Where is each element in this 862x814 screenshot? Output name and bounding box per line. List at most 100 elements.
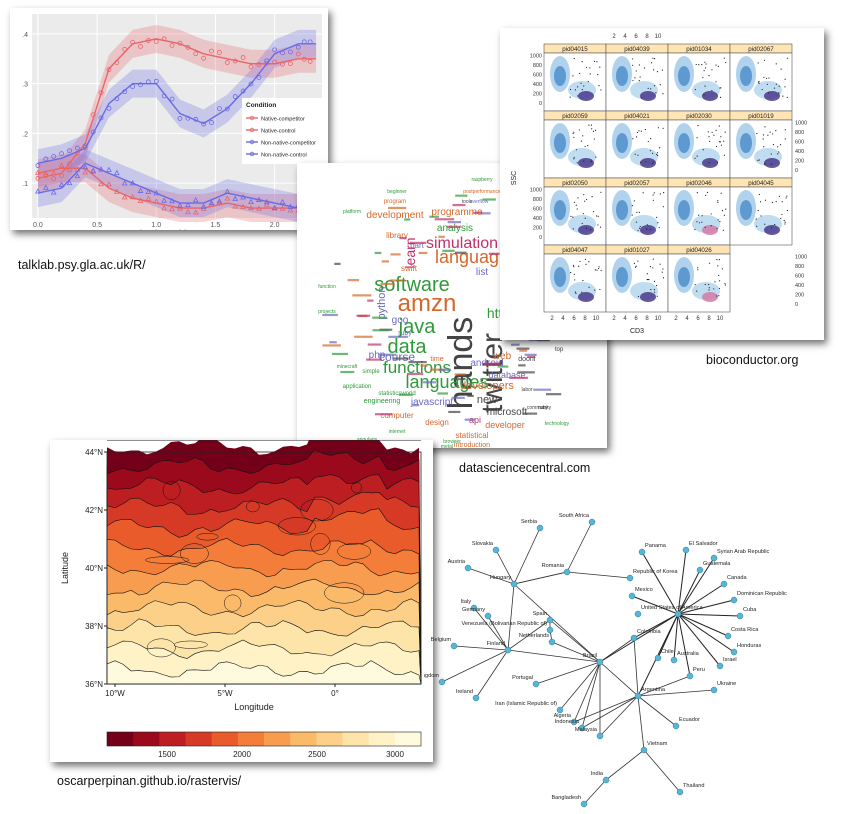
word: introduction <box>454 442 490 448</box>
scatter-point <box>696 221 698 223</box>
series-point <box>113 188 120 194</box>
scatter-point <box>714 281 716 283</box>
series-point <box>200 203 207 209</box>
network-node-label: India <box>591 771 604 777</box>
network-node-label: Chile <box>661 649 674 655</box>
legend-entry: Non-native-control <box>261 153 307 159</box>
network-node-label: Netherlands <box>519 633 549 639</box>
filler-word-mark <box>483 362 502 365</box>
network-node-label: Iran (Islamic Republic of) <box>495 701 557 707</box>
density-blob <box>740 66 752 86</box>
y-tick-label: 600 <box>533 207 542 213</box>
scatter-point <box>780 217 782 220</box>
scatter-point <box>711 89 713 92</box>
scatter-point <box>708 136 710 138</box>
scatter-point <box>764 199 767 201</box>
filler-word-mark <box>454 373 466 376</box>
y-tick-label: 36°N <box>85 680 103 689</box>
legend: Condition Native-competitor Native-control… <box>242 98 328 164</box>
caption-bioconductor[interactable]: bioconductor.org <box>706 353 799 367</box>
scatter-point <box>631 64 634 66</box>
network-node <box>696 566 704 574</box>
scatter-point <box>592 211 595 213</box>
lattice-panel: pid04021 <box>605 110 669 179</box>
scatter-point <box>589 73 591 75</box>
filler-word-mark <box>467 394 474 397</box>
density-blob <box>702 91 718 101</box>
network-node-label: Mexico <box>635 587 653 593</box>
colorbar-swatch <box>133 732 160 746</box>
scatter-point <box>573 57 575 60</box>
network-node <box>686 672 694 680</box>
scatter-point <box>572 216 574 218</box>
scatter-point <box>715 145 718 148</box>
network-node <box>730 596 738 604</box>
scatter-point <box>656 216 658 219</box>
scatter-point <box>785 197 787 199</box>
scatter-point <box>637 295 640 298</box>
series-point <box>255 205 262 211</box>
scatter-point <box>573 136 575 139</box>
colorbar-swatch <box>159 732 186 746</box>
scatter-point <box>786 209 788 212</box>
scatter-point <box>598 266 600 268</box>
scatter-point <box>592 130 595 133</box>
scatter-point <box>718 280 721 282</box>
scatter-point <box>707 131 709 133</box>
caption-rastervis[interactable]: oscarperpinan.github.io/rastervis/ <box>57 774 242 788</box>
network-node-label: Ireland <box>456 689 473 695</box>
network-node-label: Bangladesh <box>551 795 581 801</box>
series-point <box>287 203 294 209</box>
scatter-point <box>694 157 696 159</box>
colorbar-swatch <box>211 732 239 746</box>
scatter-point <box>585 227 588 229</box>
network-edge <box>637 689 715 697</box>
colorbar-swatch <box>264 732 291 746</box>
scatter-point <box>583 194 585 196</box>
caption-talklab[interactable]: talklab.psy.gla.ac.uk/R/ <box>18 258 146 272</box>
filler-word-mark <box>366 358 382 361</box>
word: part <box>410 241 425 250</box>
network-edge <box>677 599 735 615</box>
network-node-label: Belgium <box>431 637 452 643</box>
scatter-point <box>768 92 770 94</box>
series-point <box>129 193 136 200</box>
scatter-point <box>778 151 780 153</box>
y-axis-label: SSC <box>511 171 518 185</box>
scatter-point <box>708 262 711 264</box>
scatter-point <box>647 87 649 89</box>
series-point <box>209 48 214 54</box>
scatter-point <box>595 156 597 158</box>
scatter-point <box>584 145 586 148</box>
colorbar-swatch <box>316 732 343 746</box>
contour-island <box>246 501 260 513</box>
network-node <box>634 692 642 700</box>
contour-island <box>337 543 372 560</box>
series-point <box>279 205 286 211</box>
word: ruby <box>398 330 412 337</box>
density-blob <box>740 200 752 220</box>
scatter-point <box>635 265 637 267</box>
scatter-point <box>762 134 765 136</box>
scatter-point <box>697 269 699 271</box>
x-tick-label: 10 <box>655 316 662 322</box>
word: application <box>343 384 372 390</box>
network-edge <box>559 661 601 711</box>
scatter-point <box>696 290 698 292</box>
x-tick-label: 8 <box>645 316 649 322</box>
scatter-point <box>697 267 699 269</box>
contour-island <box>300 498 334 522</box>
network-node-label: Portugal <box>512 675 533 681</box>
scatter-point <box>649 150 652 152</box>
x-tick-label: 2 <box>612 316 616 322</box>
word: simulation <box>426 235 498 252</box>
word: php <box>369 350 386 361</box>
colorbar-swatch <box>368 732 396 746</box>
word: overflow <box>470 199 489 205</box>
y-tick-label: 600 <box>533 73 542 79</box>
scatter-point <box>784 138 786 140</box>
wordcloud-panel: hands twitter languages software amzn java dat… <box>297 163 607 448</box>
scatter-point <box>786 195 788 197</box>
series-point <box>264 60 270 66</box>
caption-datasciencecentral[interactable]: datasciencecentral.com <box>459 461 591 475</box>
